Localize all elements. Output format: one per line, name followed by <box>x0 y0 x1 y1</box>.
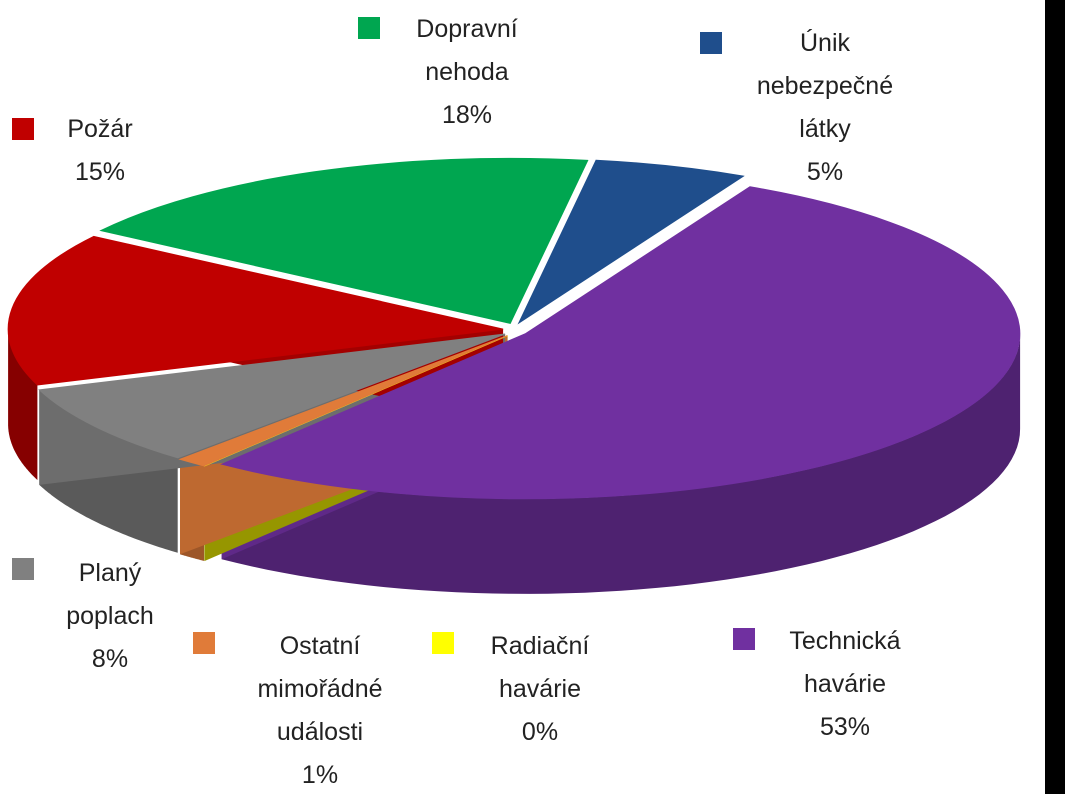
category-label: Ostatní mimořádné události <box>257 632 383 746</box>
data-label: Únik nebezpečné látky 5% <box>745 22 905 194</box>
value-label: 53% <box>819 713 871 741</box>
data-label: Planý poplach 8% <box>40 552 180 681</box>
value-label: 18% <box>441 101 493 129</box>
slice-side <box>221 333 1021 594</box>
value-label: 15% <box>74 158 126 186</box>
category-label: Únik nebezpečné látky <box>756 29 894 143</box>
category-label: Technická havárie <box>789 627 901 698</box>
data-label: Požár 15% <box>40 108 160 194</box>
category-label: Požár <box>67 115 133 143</box>
legend-swatch <box>432 632 454 654</box>
data-label: Ostatní mimořádné události 1% <box>235 625 405 794</box>
slice <box>99 157 589 324</box>
category-label: Planý poplach <box>66 559 154 630</box>
legend-swatch <box>358 17 380 39</box>
slice <box>517 159 745 325</box>
data-label: Technická havárie 53% <box>770 620 920 749</box>
pie-tops <box>7 157 1021 500</box>
legend-swatch <box>12 118 34 140</box>
side-bar <box>1045 0 1065 794</box>
legend-swatch <box>193 632 215 654</box>
data-label: Radiační havárie 0% <box>470 625 610 754</box>
legend-swatch <box>700 32 722 54</box>
value-label: 5% <box>806 158 844 186</box>
value-label: 0% <box>521 718 559 746</box>
data-label: Dopravní nehoda 18% <box>392 8 542 137</box>
value-label: 1% <box>301 761 339 789</box>
slice <box>178 335 508 467</box>
category-label: Radiační havárie <box>490 632 590 703</box>
slice <box>220 186 1021 500</box>
legend-swatch <box>733 628 755 650</box>
category-label: Dopravní nehoda <box>416 15 518 86</box>
slice <box>7 235 504 386</box>
legend-swatch <box>12 558 34 580</box>
value-label: 8% <box>91 645 129 673</box>
slice <box>38 333 506 459</box>
slice-side <box>8 329 38 480</box>
